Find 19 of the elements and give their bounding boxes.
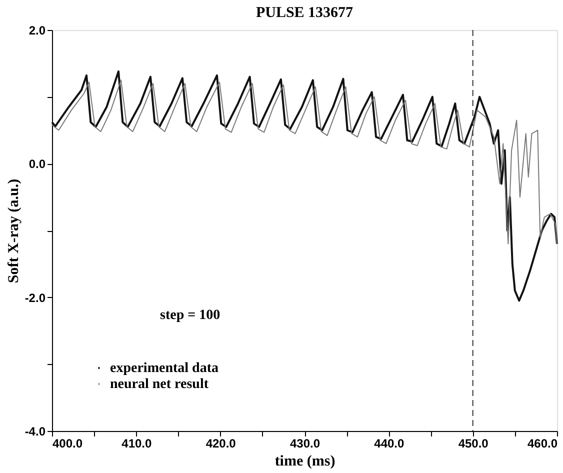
chart-title: PULSE 133677 <box>256 5 354 21</box>
y-axis-title: Soft X-ray (a.u.) <box>6 178 22 284</box>
line-series <box>51 70 558 302</box>
x-tick-label: 440.0 <box>374 436 405 450</box>
y-tick-label: 2.0 <box>28 24 46 38</box>
x-tick-label: 400.0 <box>52 436 83 450</box>
x-tick-label: 430.0 <box>290 436 320 450</box>
x-axis-title: time (ms) <box>274 454 336 470</box>
legend-label: experimental data <box>110 361 218 376</box>
y-tick-label: -2.0 <box>24 290 46 305</box>
annotation: step = 100 <box>160 308 220 323</box>
y-tick-label: 0.0 <box>28 157 46 172</box>
x-tick-label: 410.0 <box>122 436 152 450</box>
y-tick-label: -4.0 <box>24 424 46 438</box>
legend-label: neural net result <box>110 377 209 392</box>
x-tick-label: 450.0 <box>458 436 489 450</box>
line-series <box>52 80 558 244</box>
x-tick-label: 420.0 <box>206 436 236 450</box>
x-tick-label: 460.0 <box>527 436 558 450</box>
